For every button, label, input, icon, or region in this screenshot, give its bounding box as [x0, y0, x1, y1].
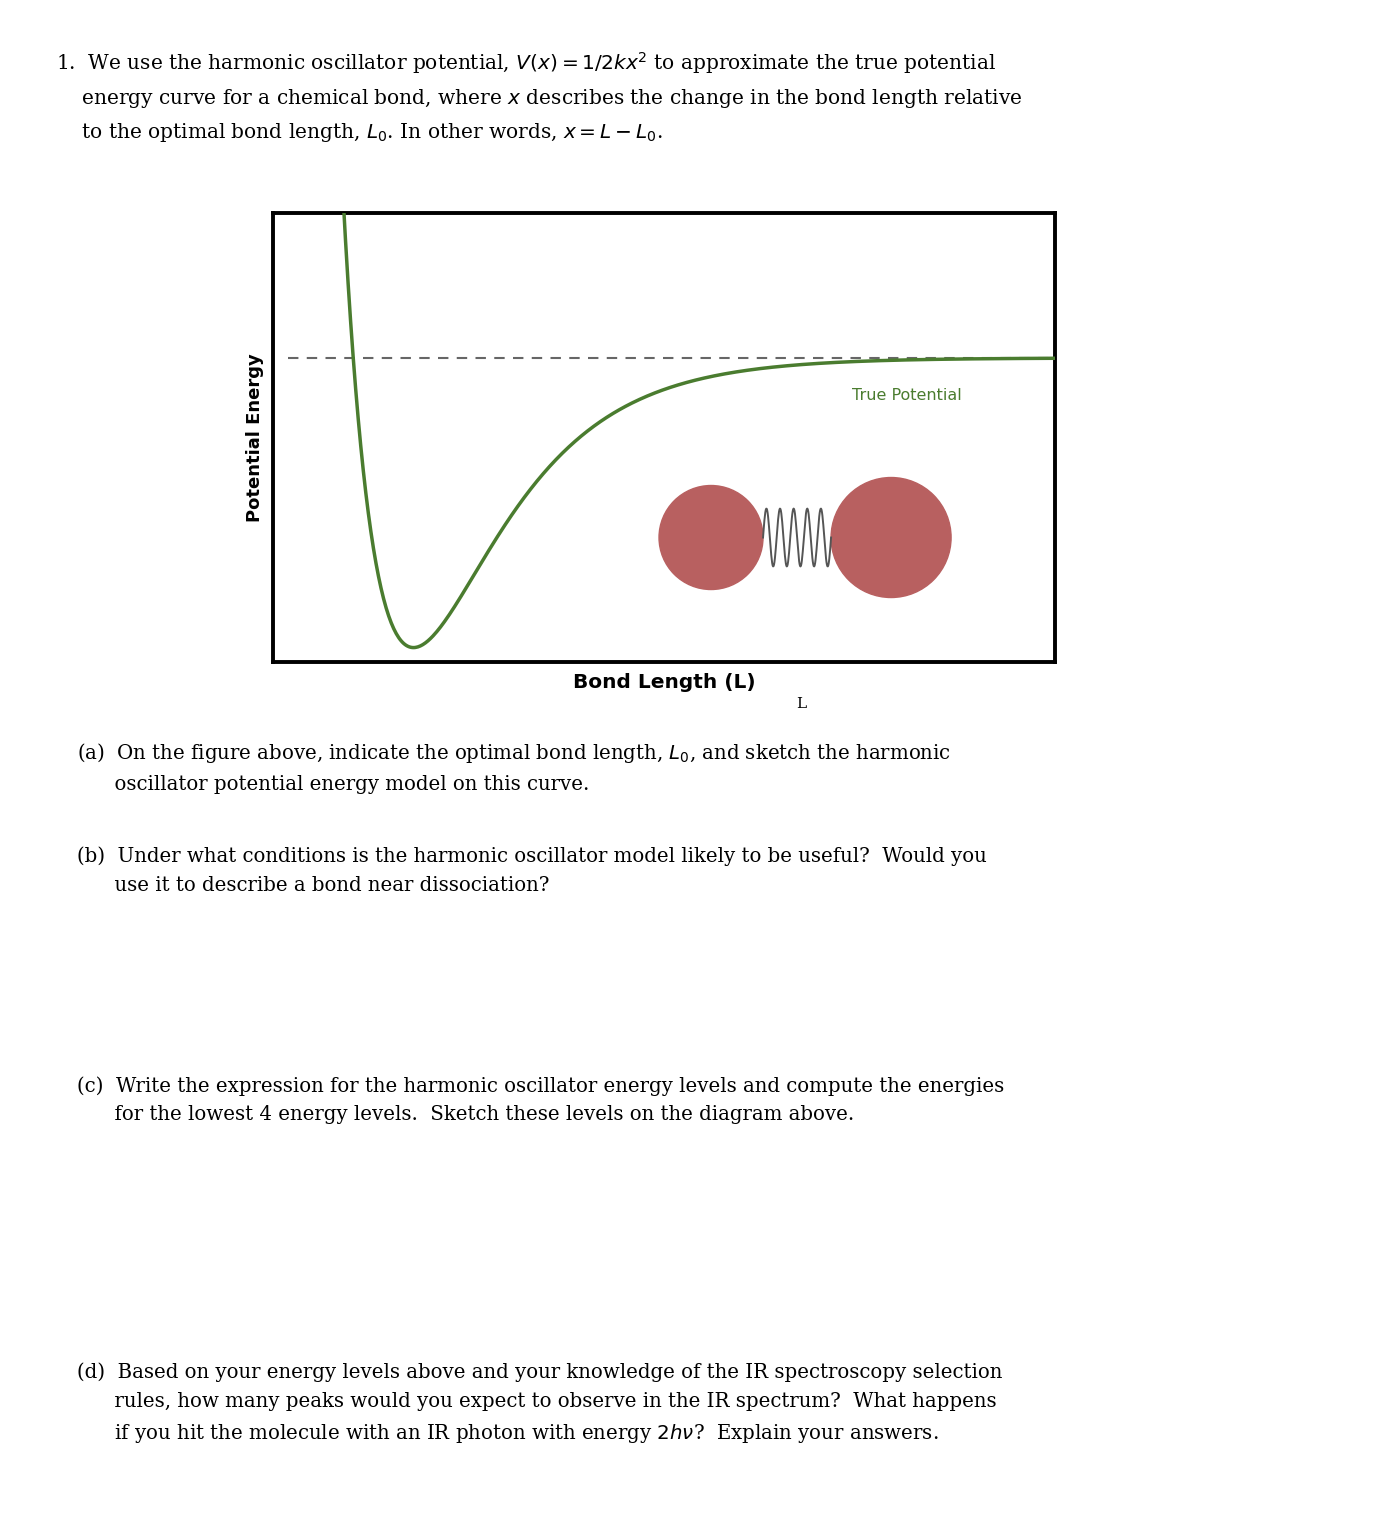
Text: (d)  Based on your energy levels above and your knowledge of the IR spectroscopy: (d) Based on your energy levels above an…	[77, 1362, 1002, 1444]
Text: (a)  On the figure above, indicate the optimal bond length, $L_0$, and sketch th: (a) On the figure above, indicate the op…	[77, 741, 951, 794]
Ellipse shape	[658, 486, 763, 589]
Text: True Potential: True Potential	[851, 388, 962, 403]
Text: (b)  Under what conditions is the harmonic oscillator model likely to be useful?: (b) Under what conditions is the harmoni…	[77, 846, 987, 895]
Text: L: L	[795, 697, 807, 711]
Text: 1.  We use the harmonic oscillator potential, $V(x) = 1/2kx^2$ to approximate th: 1. We use the harmonic oscillator potent…	[56, 50, 1022, 145]
Y-axis label: Potential Energy: Potential Energy	[246, 353, 264, 522]
Text: (c)  Write the expression for the harmonic oscillator energy levels and compute : (c) Write the expression for the harmoni…	[77, 1076, 1004, 1125]
Ellipse shape	[830, 478, 951, 598]
X-axis label: Bond Length (L): Bond Length (L)	[573, 673, 755, 693]
